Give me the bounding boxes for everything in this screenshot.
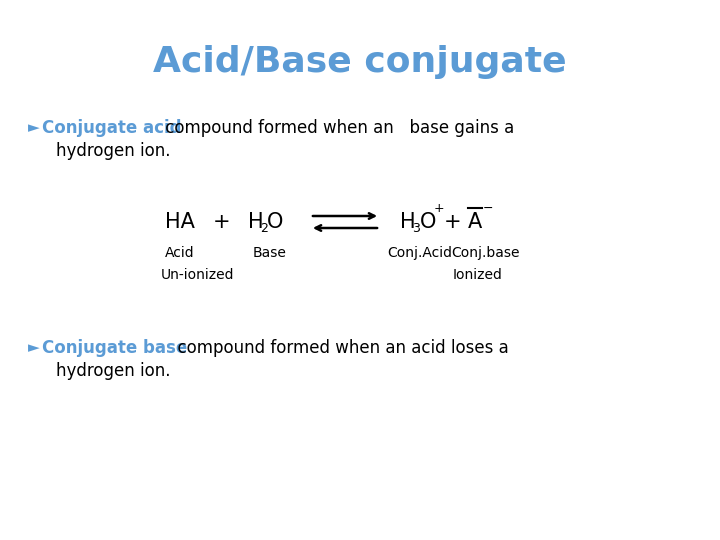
Text: Conjugate base: Conjugate base [42,339,187,357]
Text: HA: HA [165,212,195,232]
Text: compound formed when an   base gains a: compound formed when an base gains a [160,119,514,137]
Text: +: + [434,201,445,214]
Text: Conj.base: Conj.base [451,246,519,260]
Text: hydrogen ion.: hydrogen ion. [56,142,171,160]
Text: A: A [468,212,482,232]
Text: ►: ► [28,341,40,355]
Text: H: H [400,212,415,232]
Text: +: + [444,212,462,232]
Text: Ionized: Ionized [453,268,503,282]
Text: Un-ionized: Un-ionized [161,268,234,282]
Text: ►: ► [28,120,40,136]
Text: Acid/Base conjugate: Acid/Base conjugate [153,45,567,79]
Text: H: H [248,212,264,232]
Text: compound formed when an acid loses a: compound formed when an acid loses a [167,339,509,357]
Text: Conjugate acid: Conjugate acid [42,119,181,137]
Text: 3: 3 [412,221,420,234]
Text: Conj.Acid: Conj.Acid [387,246,452,260]
Text: −: − [483,201,493,214]
Text: O: O [267,212,284,232]
Text: O: O [420,212,436,232]
Text: Base: Base [253,246,287,260]
Text: 2: 2 [260,221,268,234]
Text: hydrogen ion.: hydrogen ion. [56,362,171,380]
Text: +: + [213,212,231,232]
Text: Acid: Acid [165,246,195,260]
